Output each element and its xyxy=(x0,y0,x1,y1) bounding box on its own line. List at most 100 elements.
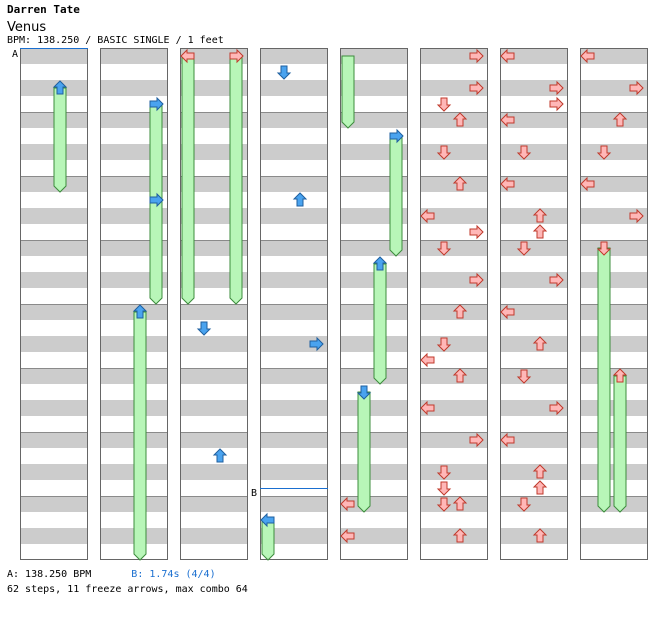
stripe xyxy=(580,112,648,128)
stripe xyxy=(500,80,568,96)
stripe xyxy=(260,368,328,384)
up-arrow-icon xyxy=(452,304,468,319)
stripe xyxy=(260,112,328,128)
up-arrow-icon xyxy=(612,112,628,127)
freeze-arrow xyxy=(229,55,243,305)
freeze-arrow xyxy=(373,263,387,385)
down-arrow-icon xyxy=(596,145,612,160)
stripe xyxy=(20,208,88,224)
down-arrow-icon xyxy=(516,369,532,384)
freeze-arrow xyxy=(53,87,67,193)
stripe xyxy=(500,432,568,448)
up-arrow-icon xyxy=(452,368,468,383)
stripe xyxy=(260,208,328,224)
right-arrow-icon xyxy=(469,224,484,240)
down-arrow-icon xyxy=(436,481,452,496)
freeze-arrow xyxy=(357,391,371,513)
stripe xyxy=(580,80,648,96)
stripe xyxy=(260,400,328,416)
stripe xyxy=(420,48,488,64)
right-arrow-icon xyxy=(389,128,404,144)
stripe xyxy=(420,368,488,384)
stripe xyxy=(420,208,488,224)
up-arrow-icon xyxy=(532,464,548,479)
stripe xyxy=(500,336,568,352)
freeze-arrow xyxy=(341,55,355,129)
stripe xyxy=(420,304,488,320)
stripe xyxy=(180,464,248,480)
stripe xyxy=(500,176,568,192)
stripe xyxy=(340,400,408,416)
right-arrow-icon xyxy=(549,96,564,112)
column-border xyxy=(180,48,248,560)
stripe xyxy=(420,496,488,512)
left-arrow-icon xyxy=(500,304,515,320)
stripe xyxy=(340,464,408,480)
stripe xyxy=(420,144,488,160)
stripe xyxy=(260,48,328,64)
stripe xyxy=(260,304,328,320)
stripe xyxy=(420,240,488,256)
stripe xyxy=(180,336,248,352)
stripe xyxy=(100,80,168,96)
stripe xyxy=(420,80,488,96)
up-arrow-icon xyxy=(532,480,548,495)
chart-info: BPM: 138.250 / BASIC SINGLE / 1 feet xyxy=(7,35,224,46)
stripe xyxy=(580,528,648,544)
stripe xyxy=(260,528,328,544)
stripe xyxy=(260,432,328,448)
stripe xyxy=(20,400,88,416)
stripe xyxy=(20,48,88,64)
down-arrow-icon xyxy=(516,145,532,160)
stripe xyxy=(580,304,648,320)
stripe xyxy=(260,496,328,512)
stripe xyxy=(420,272,488,288)
right-arrow-icon xyxy=(549,400,564,416)
stripe xyxy=(580,176,648,192)
stripe xyxy=(580,208,648,224)
stripe xyxy=(340,496,408,512)
down-arrow-icon xyxy=(436,241,452,256)
stripe xyxy=(500,368,568,384)
stripe xyxy=(500,400,568,416)
left-arrow-icon xyxy=(180,48,195,64)
stripe xyxy=(500,240,568,256)
left-arrow-icon xyxy=(500,432,515,448)
down-arrow-icon xyxy=(436,145,452,160)
stripe xyxy=(420,176,488,192)
stripe xyxy=(420,432,488,448)
column-border xyxy=(580,48,648,560)
column-border xyxy=(100,48,168,560)
right-arrow-icon xyxy=(469,272,484,288)
right-arrow-icon xyxy=(629,80,644,96)
down-arrow-icon xyxy=(436,497,452,512)
stripe xyxy=(20,496,88,512)
stripe xyxy=(340,528,408,544)
up-arrow-icon xyxy=(452,176,468,191)
bpm-b-label: B: 1.74s (4/4) xyxy=(131,569,216,580)
chart-summary: 62 steps, 11 freeze arrows, max combo 64 xyxy=(7,584,248,595)
stripe xyxy=(580,240,648,256)
stripe xyxy=(500,528,568,544)
stripe xyxy=(260,336,328,352)
stripe xyxy=(180,304,248,320)
right-arrow-icon xyxy=(629,208,644,224)
stripe xyxy=(260,464,328,480)
right-arrow-icon xyxy=(549,272,564,288)
column-border xyxy=(340,48,408,560)
left-arrow-icon xyxy=(500,48,515,64)
stripe xyxy=(20,272,88,288)
right-arrow-icon xyxy=(229,48,244,64)
right-arrow-icon xyxy=(549,80,564,96)
down-arrow-icon xyxy=(436,97,452,112)
stripe xyxy=(340,432,408,448)
stripe xyxy=(500,112,568,128)
stripe xyxy=(420,464,488,480)
stripe xyxy=(180,368,248,384)
right-arrow-icon xyxy=(469,48,484,64)
right-arrow-icon xyxy=(469,80,484,96)
stripe xyxy=(20,368,88,384)
stripe xyxy=(420,112,488,128)
stripe xyxy=(340,112,408,128)
